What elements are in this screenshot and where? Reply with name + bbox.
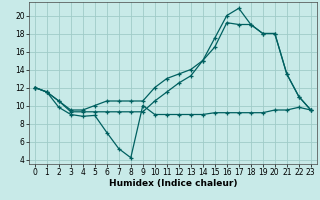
X-axis label: Humidex (Indice chaleur): Humidex (Indice chaleur) <box>108 179 237 188</box>
